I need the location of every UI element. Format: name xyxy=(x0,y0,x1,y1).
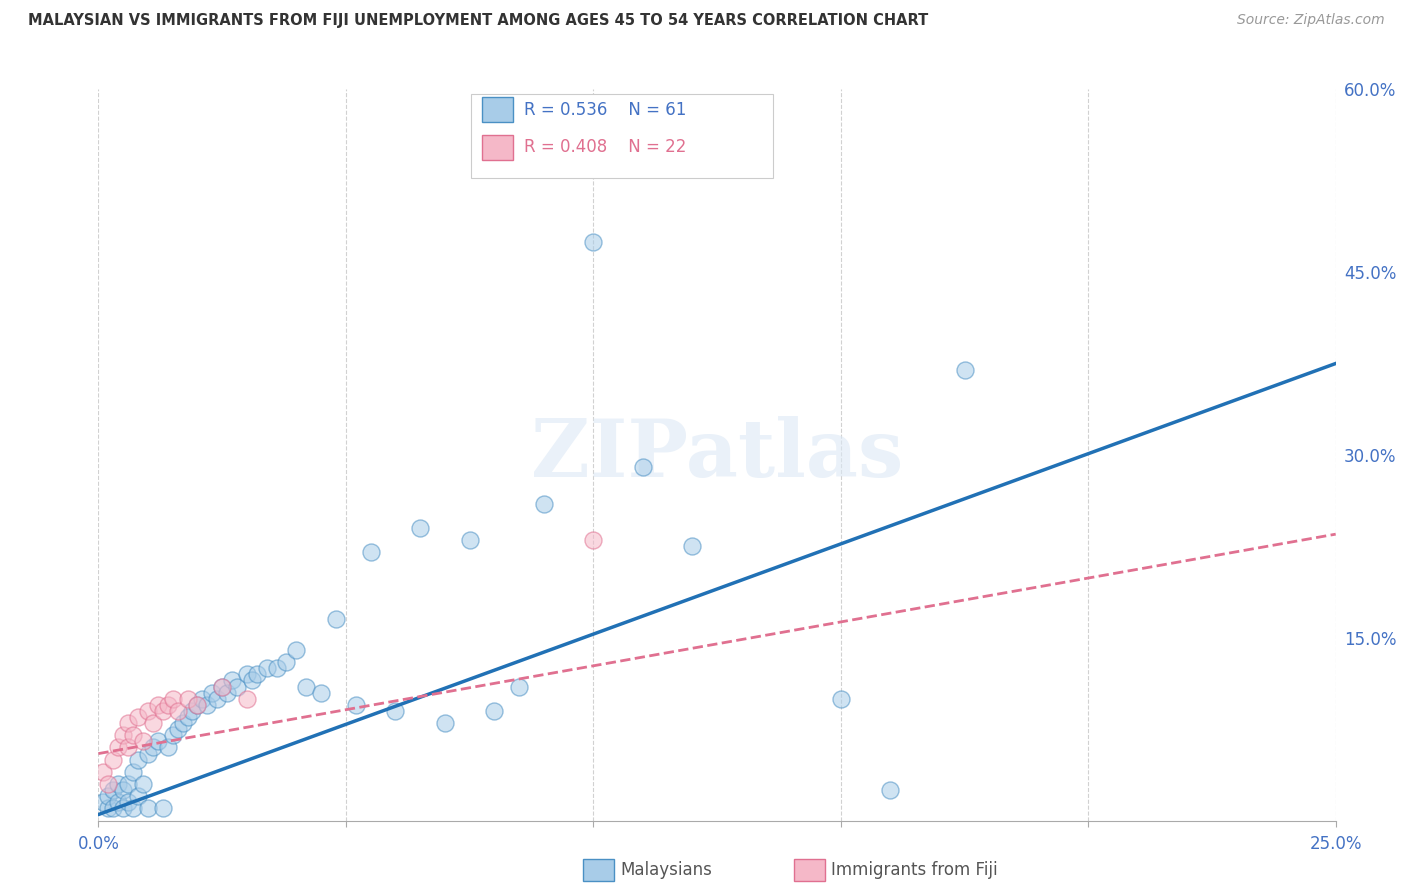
Point xyxy=(93,796,115,810)
Point xyxy=(409,521,432,535)
Point xyxy=(103,801,125,815)
Text: R = 0.408    N = 22: R = 0.408 N = 22 xyxy=(524,138,686,156)
Point xyxy=(103,783,125,797)
Point xyxy=(142,716,165,731)
Point xyxy=(132,777,155,791)
Point xyxy=(176,691,198,706)
Text: Source: ZipAtlas.com: Source: ZipAtlas.com xyxy=(1237,13,1385,28)
Point xyxy=(631,460,654,475)
Point xyxy=(152,801,174,815)
Point xyxy=(186,698,208,712)
Point xyxy=(117,796,139,810)
Point xyxy=(879,783,901,797)
Point xyxy=(246,667,269,681)
Point xyxy=(533,497,555,511)
Point xyxy=(211,680,233,694)
Point xyxy=(266,661,288,675)
Point xyxy=(276,655,298,669)
Point xyxy=(97,789,120,804)
Point xyxy=(325,613,347,627)
Point xyxy=(195,698,218,712)
Point xyxy=(176,710,198,724)
Point xyxy=(953,362,976,376)
Point xyxy=(156,698,179,712)
Point xyxy=(240,673,263,688)
Point xyxy=(211,680,233,694)
Point xyxy=(162,691,184,706)
Point xyxy=(152,704,174,718)
Point xyxy=(681,539,703,553)
Text: R = 0.536    N = 61: R = 0.536 N = 61 xyxy=(524,101,686,119)
Point xyxy=(191,691,214,706)
Point xyxy=(582,533,605,548)
Point xyxy=(236,691,259,706)
Point xyxy=(112,801,135,815)
Point xyxy=(384,704,406,718)
Point xyxy=(205,691,228,706)
Point xyxy=(117,777,139,791)
Point xyxy=(122,764,145,779)
Point xyxy=(582,235,605,249)
Point xyxy=(226,680,249,694)
Point xyxy=(166,723,188,737)
Point xyxy=(309,686,332,700)
Point xyxy=(112,783,135,797)
Text: ZIPatlas: ZIPatlas xyxy=(531,416,903,494)
Text: Malaysians: Malaysians xyxy=(620,861,711,879)
Point xyxy=(146,734,169,748)
Point xyxy=(107,740,129,755)
Point xyxy=(166,704,188,718)
Point xyxy=(295,680,318,694)
Point xyxy=(132,734,155,748)
Point xyxy=(830,691,852,706)
Point xyxy=(186,698,208,712)
Point xyxy=(103,753,125,767)
Point xyxy=(236,667,259,681)
Point xyxy=(122,728,145,742)
Point xyxy=(97,777,120,791)
Point xyxy=(107,777,129,791)
Point xyxy=(201,686,224,700)
Point xyxy=(146,698,169,712)
Point xyxy=(162,728,184,742)
Point xyxy=(484,704,506,718)
Point xyxy=(112,728,135,742)
Point xyxy=(127,710,149,724)
Point xyxy=(508,680,530,694)
Point xyxy=(360,545,382,559)
Point xyxy=(107,796,129,810)
Point xyxy=(122,801,145,815)
Point xyxy=(433,716,456,731)
Point xyxy=(97,801,120,815)
Point xyxy=(285,643,308,657)
Point xyxy=(136,801,159,815)
Point xyxy=(344,698,367,712)
Point xyxy=(127,789,149,804)
Point xyxy=(256,661,278,675)
Point xyxy=(181,704,204,718)
Point xyxy=(156,740,179,755)
Point xyxy=(172,716,194,731)
Point xyxy=(217,686,239,700)
Point xyxy=(142,740,165,755)
Point xyxy=(93,764,115,779)
Text: MALAYSIAN VS IMMIGRANTS FROM FIJI UNEMPLOYMENT AMONG AGES 45 TO 54 YEARS CORRELA: MALAYSIAN VS IMMIGRANTS FROM FIJI UNEMPL… xyxy=(28,13,928,29)
Point xyxy=(136,704,159,718)
Point xyxy=(117,740,139,755)
Point xyxy=(458,533,481,548)
Point xyxy=(127,753,149,767)
Point xyxy=(221,673,243,688)
Text: Immigrants from Fiji: Immigrants from Fiji xyxy=(831,861,998,879)
Point xyxy=(136,747,159,761)
Point xyxy=(117,716,139,731)
